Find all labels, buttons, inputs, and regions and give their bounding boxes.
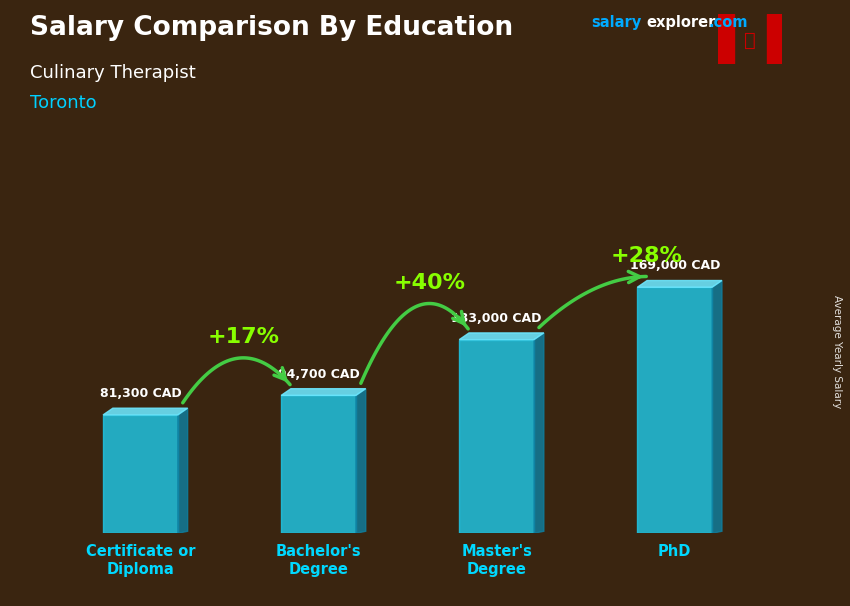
Polygon shape [459, 333, 544, 339]
Bar [459, 339, 534, 533]
Text: Culinary Therapist: Culinary Therapist [30, 64, 196, 82]
Text: 133,000 CAD: 133,000 CAD [451, 312, 541, 325]
Bar [718, 14, 734, 64]
Bar [281, 395, 356, 533]
Polygon shape [534, 333, 544, 533]
Polygon shape [356, 388, 366, 533]
Text: Salary Comparison By Education: Salary Comparison By Education [30, 15, 513, 41]
Bar [638, 287, 712, 533]
Bar [103, 415, 178, 533]
Text: 🍁: 🍁 [745, 32, 756, 50]
Polygon shape [103, 408, 188, 415]
Polygon shape [712, 281, 722, 533]
Text: +28%: +28% [610, 245, 683, 265]
Bar [767, 14, 782, 64]
Polygon shape [638, 281, 722, 287]
Polygon shape [178, 408, 188, 533]
Text: +17%: +17% [207, 327, 279, 347]
Text: .com: .com [708, 15, 747, 30]
Text: 81,300 CAD: 81,300 CAD [99, 387, 181, 400]
Text: 169,000 CAD: 169,000 CAD [630, 259, 720, 273]
Text: 94,700 CAD: 94,700 CAD [278, 368, 360, 381]
Text: explorer: explorer [646, 15, 716, 30]
Text: Average Yearly Salary: Average Yearly Salary [832, 295, 842, 408]
Polygon shape [281, 388, 366, 395]
Text: salary: salary [591, 15, 641, 30]
Text: +40%: +40% [394, 273, 465, 293]
Text: Toronto: Toronto [30, 94, 96, 112]
